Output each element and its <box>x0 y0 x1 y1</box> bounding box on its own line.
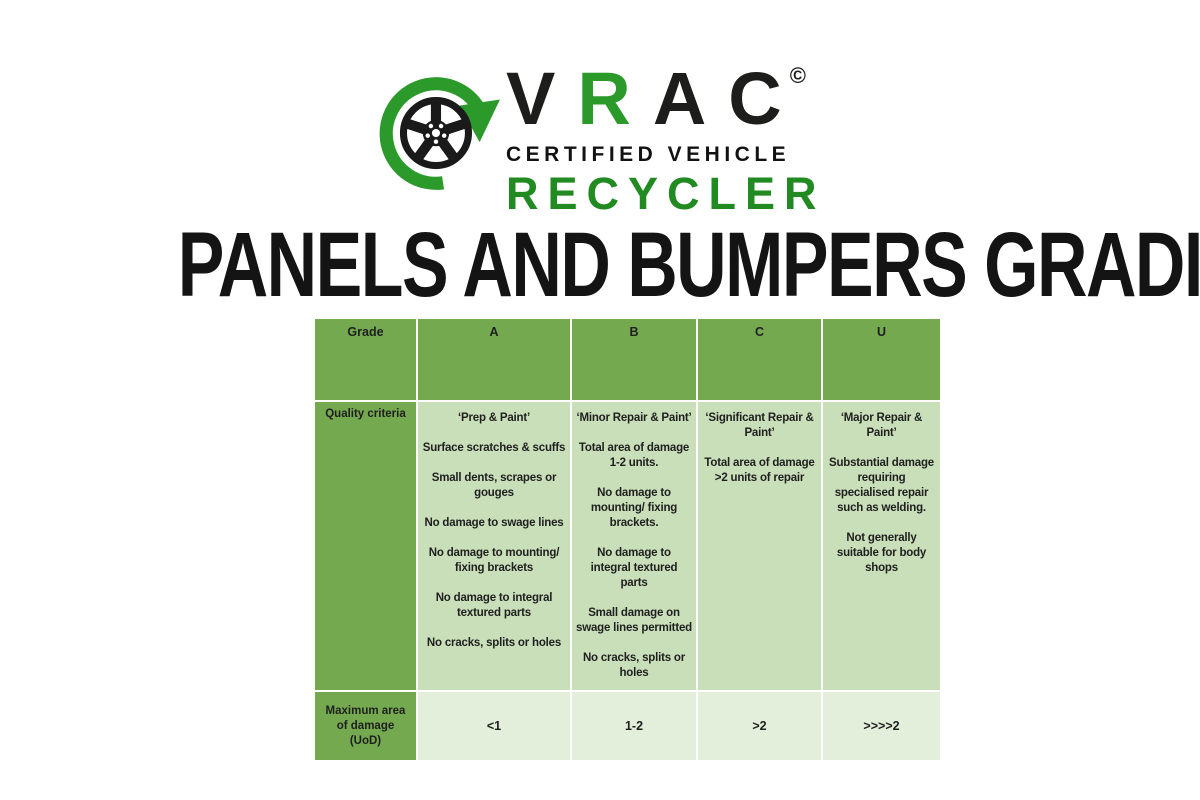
criteria-heading: ‘Significant Repair & Paint’ <box>705 412 814 439</box>
brand-name: V R AC © <box>506 62 836 136</box>
criteria-item: No damage to mounting/ fixing brackets. <box>590 487 678 529</box>
quality-criteria-row: Quality criteria ‘Prep & Paint’ Surface … <box>313 400 942 692</box>
page-title-text: PANELS AND BUMPERS GRADING <box>177 214 1200 316</box>
recycle-arrow-icon <box>379 77 500 190</box>
criteria-item: Small dents, scrapes or gouges <box>431 472 557 499</box>
max-damage-value-a: <1 <box>416 690 572 762</box>
criteria-cell-grade-b: ‘Minor Repair & Paint’ Total area of dam… <box>570 400 698 692</box>
criteria-item: Total area of damage 1-2 units. <box>578 442 690 469</box>
vrac-logo: V R AC © CERTIFIED VEHICLE RECYCLER <box>506 62 836 219</box>
criteria-item: No cracks, splits or holes <box>582 652 686 679</box>
criteria-cell-grade-u: ‘Major Repair & Paint’ Substantial damag… <box>821 400 942 692</box>
brand-letter-v: V <box>506 57 578 140</box>
criteria-item: No damage to integral textured parts <box>590 547 678 589</box>
header-grade-label: Grade <box>313 317 418 402</box>
criteria-item: Not generally suitable for body shops <box>836 532 927 574</box>
copyright-mark: © <box>789 63 806 88</box>
max-damage-label: Maximum area of damage (UoD) <box>313 690 418 762</box>
logo-certified-vehicle: CERTIFIED VEHICLE <box>506 143 791 166</box>
logo-recycler: RECYCLER <box>506 168 826 219</box>
criteria-item: No damage to integral textured parts <box>435 592 553 619</box>
criteria-heading: ‘Major Repair & Paint’ <box>840 412 923 439</box>
criteria-heading: ‘Prep & Paint’ <box>458 412 530 424</box>
header-grade-c: C <box>696 317 823 402</box>
brand-letters-ac: AC <box>652 57 804 140</box>
table-header-row: Grade A B C U <box>313 317 942 402</box>
header-grade-a: A <box>416 317 572 402</box>
max-damage-value-u: >>>>2 <box>821 690 942 762</box>
criteria-item: Small damage on swage lines permitted <box>576 607 692 634</box>
criteria-item: No damage to swage lines <box>424 517 564 529</box>
header-grade-u: U <box>821 317 942 402</box>
quality-criteria-label: Quality criteria <box>313 400 418 692</box>
alloy-wheel-icon <box>399 96 473 170</box>
criteria-item: No cracks, splits or holes <box>426 637 562 649</box>
criteria-item: Substantial damage requiring specialised… <box>828 457 935 514</box>
criteria-heading: ‘Minor Repair & Paint’ <box>576 412 692 424</box>
max-damage-row: Maximum area of damage (UoD) <1 1-2 >2 >… <box>313 690 942 762</box>
criteria-cell-grade-a: ‘Prep & Paint’ Surface scratches & scuff… <box>416 400 572 692</box>
max-damage-value-c: >2 <box>696 690 823 762</box>
brand-letter-r: R <box>577 57 653 140</box>
page-title: PANELS AND BUMPERS GRADING <box>0 219 1200 311</box>
recycler-wheel-icon <box>379 77 500 190</box>
header-grade-b: B <box>570 317 698 402</box>
criteria-item: Surface scratches & scuffs <box>422 442 566 454</box>
max-damage-value-b: 1-2 <box>570 690 698 762</box>
criteria-cell-grade-c: ‘Significant Repair & Paint’ Total area … <box>696 400 823 692</box>
grading-table: Grade A B C U Quality criteria ‘Prep & P… <box>313 317 942 762</box>
criteria-item: Total area of damage >2 units of repair <box>704 457 815 484</box>
criteria-item: No damage to mounting/ fixing brackets <box>428 547 560 574</box>
